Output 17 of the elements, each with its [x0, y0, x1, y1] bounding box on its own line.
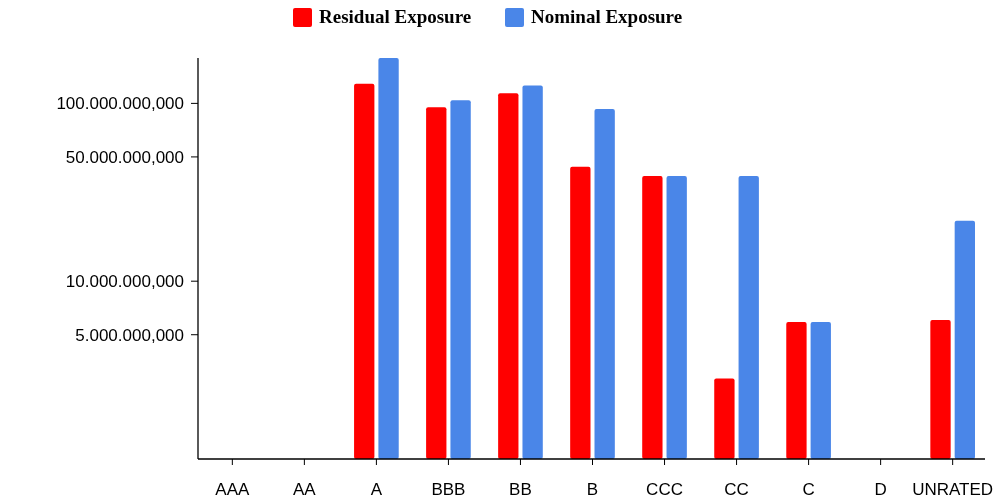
y-tick-label: 100.000.000,000: [56, 94, 184, 114]
x-tick-label: CCC: [646, 480, 683, 499]
x-tick-label: D: [874, 480, 887, 499]
legend-label: Residual Exposure: [319, 6, 472, 27]
x-tick-label: B: [586, 480, 599, 499]
y-tick-label: 5.000.000,000: [75, 325, 184, 345]
x-tick-label: UNRATED: [912, 480, 994, 499]
x-tick-label: C: [802, 480, 815, 499]
x-tick-label: CC: [724, 480, 749, 499]
x-tick-label: AAA: [215, 480, 250, 499]
x-tick-label: A: [370, 480, 383, 499]
x-tick-label: AA: [293, 480, 317, 499]
y-tick-label: 10.000.000,000: [65, 272, 184, 292]
x-tick-label: BB: [509, 480, 532, 499]
y-tick-label: 50.000.000,000: [65, 147, 184, 167]
x-tick-label: BBB: [431, 480, 466, 499]
legend-label: Nominal Exposure: [531, 6, 683, 27]
